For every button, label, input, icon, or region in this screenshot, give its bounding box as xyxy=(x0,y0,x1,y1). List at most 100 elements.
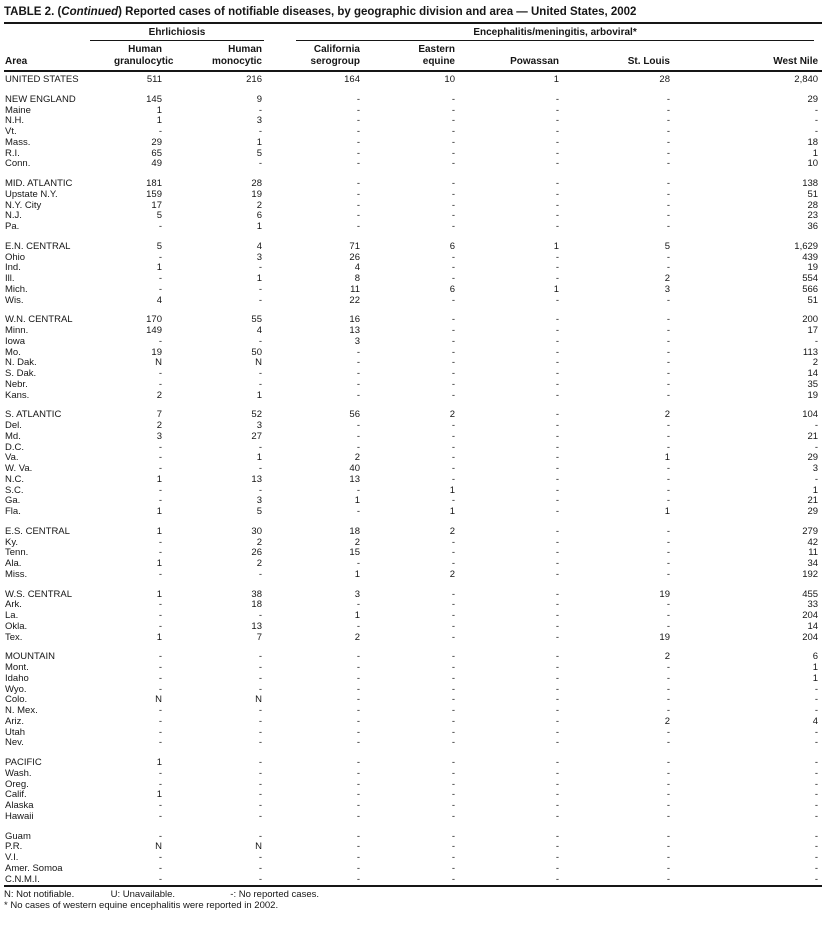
table-row: E.S. CENTRAL 1 30 18 2 - - 279 xyxy=(4,518,822,538)
value-cell: - xyxy=(356,672,360,684)
value-cell: 11 xyxy=(808,547,819,559)
table-row: Calif. 1 - - - - - - xyxy=(4,789,822,801)
value-cell: 19 xyxy=(151,346,162,358)
area-cell: Nebr. xyxy=(5,378,28,390)
value-cell: - xyxy=(258,862,262,874)
value-cell: - xyxy=(451,767,455,779)
value-cell: 1 xyxy=(156,789,162,801)
value-cell: - xyxy=(814,420,819,431)
area-cell: N. Mex. xyxy=(5,705,38,716)
area-cell: Del. xyxy=(5,420,22,431)
value-cell: - xyxy=(666,430,670,442)
area-cell: Fla. xyxy=(5,506,21,517)
value-cell: 2 xyxy=(256,199,262,211)
value-cell: - xyxy=(158,767,162,779)
value-cell: - xyxy=(666,694,670,706)
value-cell: 3 xyxy=(256,495,262,507)
value-cell: 1 xyxy=(812,662,819,673)
value-cell: 2 xyxy=(449,525,455,537)
page: TABLE 2. (Continued) Reported cases of n… xyxy=(4,6,823,911)
value-cell: 2,840 xyxy=(794,74,819,85)
value-cell: - xyxy=(158,705,162,716)
area-cell: Vt. xyxy=(5,126,17,137)
area-cell: Okla. xyxy=(5,620,28,632)
area-cell: Ohio xyxy=(5,251,26,263)
group-header-encephalitis: Encephalitis/meningitis, arboviral* xyxy=(266,24,822,41)
value-cell: - xyxy=(666,199,670,211)
value-cell: 439 xyxy=(802,251,819,263)
area-cell: Wash. xyxy=(5,767,32,779)
value-cell: 18 xyxy=(807,136,819,148)
value-cell: - xyxy=(555,199,559,211)
table-row: NEW ENGLAND 145 9 - - - - 29 xyxy=(4,86,822,106)
group-label-encephalitis: Encephalitis/meningitis, arboviral* xyxy=(296,27,815,41)
value-cell: - xyxy=(666,662,670,673)
value-cell: 6 xyxy=(812,651,819,663)
table-row: Minn. 149 4 13 - - - 17 xyxy=(4,325,822,337)
value-cell: 14 xyxy=(807,620,819,632)
value-cell: - xyxy=(555,873,559,885)
value-cell: 216 xyxy=(246,74,262,85)
column-header-powassan: Powassan xyxy=(510,55,559,67)
value-cell: 2 xyxy=(156,420,162,431)
value-cell: - xyxy=(555,210,559,222)
value-cell: - xyxy=(666,314,670,326)
value-cell: 2 xyxy=(156,389,162,401)
value-cell: - xyxy=(356,221,360,232)
value-cell: - xyxy=(451,705,455,716)
value-cell: 181 xyxy=(146,178,162,189)
value-cell: - xyxy=(451,789,455,801)
value-cell: - xyxy=(158,368,162,379)
value-cell: - xyxy=(258,283,262,295)
area-cell: MID. ATLANTIC xyxy=(5,178,73,189)
value-cell: - xyxy=(356,93,360,105)
area-cell: P.R. xyxy=(5,841,23,853)
value-cell: 23 xyxy=(807,210,819,222)
value-cell: - xyxy=(555,221,559,232)
area-cell: Pa. xyxy=(5,221,20,232)
table-row: UNITED STATES 511 216 164 10 1 28 2,840 xyxy=(4,71,822,86)
value-cell: 7 xyxy=(256,631,262,643)
group-header-ehrlichiosis: Ehrlichiosis xyxy=(90,24,266,41)
value-cell: - xyxy=(666,188,670,200)
value-cell: 1 xyxy=(812,672,819,684)
value-cell: 3 xyxy=(812,463,819,474)
value-cell: - xyxy=(555,588,559,600)
value-cell: 2 xyxy=(449,409,455,421)
value-cell: - xyxy=(666,147,670,159)
value-cell: - xyxy=(258,262,262,274)
area-cell: Ill. xyxy=(5,273,15,284)
value-cell: - xyxy=(666,525,670,537)
table-row: Iowa - - 3 - - - - xyxy=(4,336,822,348)
value-cell: 50 xyxy=(251,346,262,358)
value-cell: - xyxy=(666,221,670,232)
value-cell: - xyxy=(158,830,162,842)
value-cell: - xyxy=(258,800,262,811)
area-cell: Oreg. xyxy=(5,778,29,790)
footnotes: N: Not notifiable. U: Unavailable. -: No… xyxy=(4,887,822,911)
value-cell: - xyxy=(666,115,670,127)
value-cell: 28 xyxy=(659,74,670,85)
value-cell: - xyxy=(451,463,455,474)
value-cell: 3 xyxy=(354,588,360,600)
value-cell: - xyxy=(451,368,455,379)
value-cell: - xyxy=(356,778,360,790)
value-cell: - xyxy=(158,221,162,232)
value-cell: 49 xyxy=(151,158,162,170)
value-cell: - xyxy=(555,778,559,790)
area-cell: Mont. xyxy=(5,662,29,673)
table-row: S. ATLANTIC 7 52 56 2 - 2 104 xyxy=(4,401,822,421)
value-cell: - xyxy=(814,694,819,706)
value-cell: - xyxy=(356,104,360,116)
area-cell: Tenn. xyxy=(5,547,29,559)
value-cell: - xyxy=(814,757,819,768)
value-cell: 1 xyxy=(156,262,162,274)
value-cell: - xyxy=(451,473,455,485)
value-cell: - xyxy=(555,525,559,537)
value-cell: - xyxy=(451,536,455,548)
table-row: Mont. - - - - - - 1 xyxy=(4,662,822,674)
area-cell: D.C. xyxy=(5,441,24,453)
table-row: Md. 3 27 - - - - 21 xyxy=(4,430,822,443)
value-cell: - xyxy=(158,452,162,464)
value-cell: - xyxy=(356,346,360,358)
